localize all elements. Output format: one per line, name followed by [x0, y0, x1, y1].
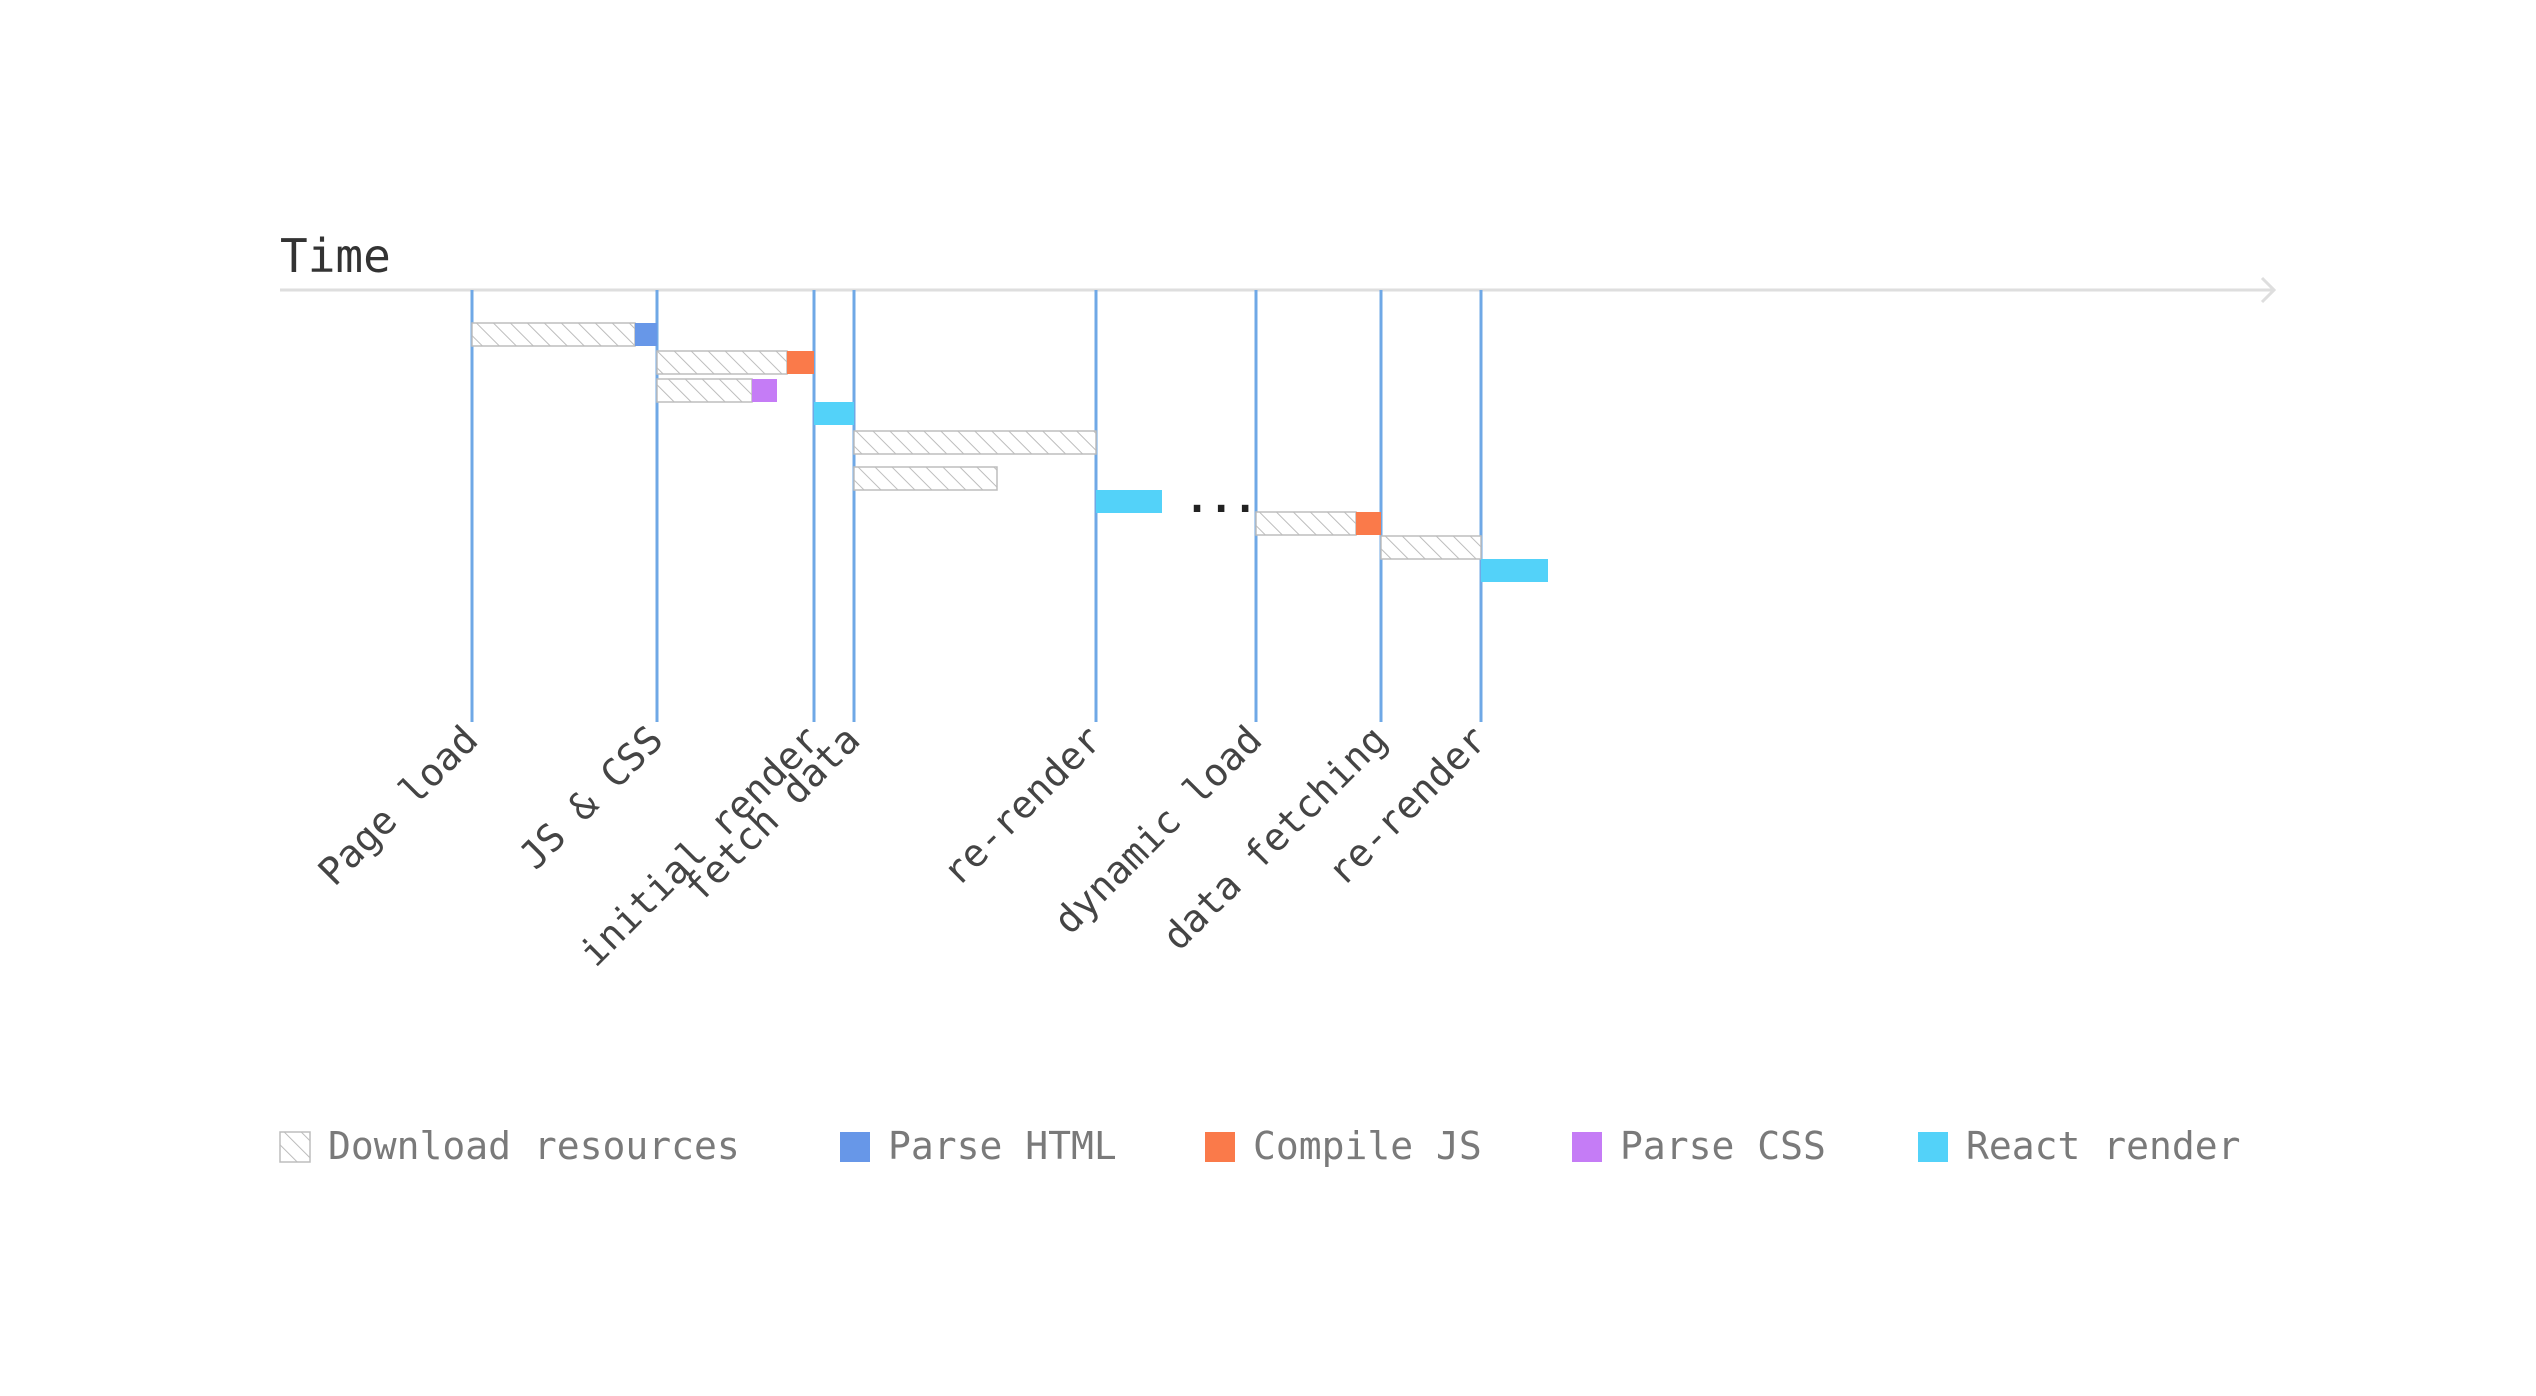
blue-square-icon — [840, 1132, 870, 1162]
milestone-label: JS & CSS — [511, 717, 672, 878]
compile-js-bar — [1356, 512, 1381, 535]
purple-square-icon — [1572, 1132, 1602, 1162]
milestone-label: Page load — [310, 717, 487, 894]
legend-label: React render — [1966, 1124, 2241, 1168]
download-bar — [656, 378, 753, 403]
task-bars — [471, 322, 1548, 582]
arrow-right-icon — [2260, 276, 2277, 304]
legend-label: Parse HTML — [888, 1124, 1117, 1168]
cyan-square-icon — [1918, 1132, 1948, 1162]
milestone-lines — [470, 290, 1483, 722]
axis-title: Time — [280, 229, 391, 283]
time-axis — [280, 276, 2277, 304]
react-render-bar — [1481, 559, 1548, 582]
orange-square-icon — [1205, 1132, 1235, 1162]
legend: Download resources Parse HTML Compile JS Pa… — [279, 1124, 2241, 1168]
compile-js-bar — [787, 351, 814, 374]
download-bar — [1380, 535, 1482, 560]
download-bar — [853, 430, 1097, 455]
react-render-bar — [814, 402, 854, 425]
hatched-square-icon — [279, 1131, 311, 1163]
download-bar — [471, 322, 636, 347]
gap-ellipsis: ... — [1185, 476, 1257, 522]
legend-label: Download resources — [328, 1124, 740, 1168]
parse-html-bar — [635, 323, 657, 346]
parse-css-bar — [752, 379, 777, 402]
legend-label: Parse CSS — [1620, 1124, 1826, 1168]
download-bar — [1255, 511, 1357, 536]
download-bar — [656, 350, 788, 375]
legend-label: Compile JS — [1253, 1124, 1482, 1168]
milestone-label: re-render — [934, 717, 1111, 894]
download-bar — [853, 466, 998, 491]
react-render-bar — [1096, 490, 1162, 513]
